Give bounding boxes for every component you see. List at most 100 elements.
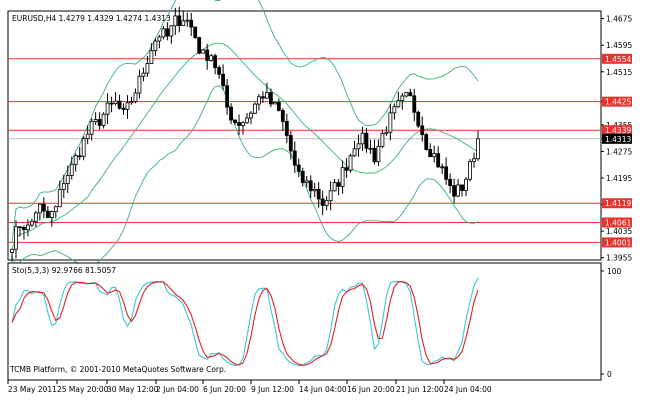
candle-body-up: [352, 148, 357, 157]
candle-body-up: [476, 138, 480, 160]
middle-band-line: [11, 42, 479, 250]
current-price-badge: [602, 133, 632, 144]
candle-body-down: [284, 121, 289, 136]
candle-body-down: [436, 153, 441, 168]
candle-body-up: [185, 19, 190, 22]
level-badge-label: 1.4119: [605, 199, 631, 208]
candle-body-up: [113, 100, 118, 104]
candle-body-down: [440, 166, 445, 169]
candle-body-up: [89, 121, 94, 135]
candle-body-down: [296, 164, 301, 172]
candle-body-down: [229, 106, 233, 121]
candle-body-up: [384, 131, 389, 134]
candle-body-up: [53, 206, 58, 213]
stochastic-pane[interactable]: 100 0 Sto(5,3,3) 92.9766 81.5057 TCMB Pla…: [7, 262, 622, 381]
chart-title: EURUSD,H4 1.4279 1.4329 1.4274 1.4313: [12, 14, 171, 23]
level-badge-label: 1.4061: [605, 218, 631, 227]
time-tick-label: 30 May 12:00: [107, 385, 159, 394]
candle-body-up: [324, 200, 329, 206]
horizontal-levels: [8, 58, 601, 243]
candle-body-up: [468, 161, 472, 180]
candle-body-down: [217, 67, 222, 75]
candle-body-down: [460, 184, 464, 191]
oscillator-title: Sto(5,3,3) 92.9766 81.5057: [12, 266, 116, 275]
candle-body-up: [400, 95, 405, 101]
candle-body-down: [444, 166, 449, 180]
candle-body-up: [161, 28, 166, 38]
candle-body-up: [304, 180, 309, 183]
candle-body-up: [245, 117, 249, 124]
price-tick-label: 1.4035: [606, 227, 632, 236]
level-badge: [602, 96, 632, 107]
candle-body-up: [253, 103, 257, 114]
candle-body-up: [340, 167, 345, 187]
price-tick-label: 1.3955: [606, 254, 632, 263]
candle-body-up: [129, 101, 134, 104]
level-badge-label: 1.4001: [605, 238, 631, 247]
candle-body-up: [85, 133, 90, 140]
price-axis: 1.46751.45951.45151.44251.43551.42751.41…: [601, 15, 632, 263]
candle-body-up: [81, 138, 86, 157]
candle-body-down: [320, 198, 325, 206]
candle-body-up: [137, 75, 142, 94]
candle-body-up: [392, 106, 397, 114]
candle-body-up: [272, 102, 277, 105]
candle-body-down: [336, 182, 341, 187]
time-tick-label: 9 Jun 12:00: [251, 385, 294, 394]
candle-body-up: [33, 212, 38, 222]
candle-body-down: [193, 26, 198, 38]
time-tick-label: 25 May 20:00: [57, 385, 109, 394]
candle-body-up: [328, 190, 333, 202]
candle-body-up: [157, 36, 162, 42]
candle-body-down: [213, 55, 218, 68]
candle-body-down: [416, 111, 421, 127]
time-tick-label: 14 Jun 04:00: [299, 385, 347, 394]
price-tick-label: 1.4275: [606, 147, 632, 156]
candle-body-up: [173, 15, 178, 27]
time-tick-label: 24 Jun 04:00: [444, 385, 492, 394]
candle-body-down: [300, 170, 305, 183]
candle-body-up: [181, 20, 186, 27]
stochastic-lines: [11, 277, 479, 367]
candle-body-up: [169, 25, 174, 37]
candle-body-up: [356, 143, 361, 150]
candle-body-up: [10, 248, 14, 253]
price-tick-label: 1.4195: [606, 174, 632, 183]
candle-body-down: [268, 92, 273, 105]
time-tick-label: 23 May 2011: [8, 385, 57, 394]
candle-body-up: [388, 112, 393, 133]
oscillator-tick-label: 0: [607, 370, 612, 379]
candle-body-up: [26, 224, 30, 231]
candle-body-up: [396, 100, 401, 108]
level-badge-label: 1.4425: [605, 98, 631, 107]
price-pane[interactable]: 1.46751.45951.45151.44251.43551.42751.41…: [7, 0, 632, 269]
candle-body-up: [464, 178, 468, 191]
candle-body-up: [37, 203, 42, 214]
candle-body-down: [424, 134, 429, 150]
candle-body-down: [165, 28, 170, 37]
candle-body-down: [308, 180, 313, 192]
candle-body-down: [276, 102, 281, 111]
candle-body-down: [412, 95, 417, 113]
candle-body-up: [73, 155, 78, 165]
candle-body-up: [69, 163, 74, 176]
candle-body-up: [133, 92, 138, 103]
candle-body-up: [49, 211, 54, 218]
candle-body-down: [316, 188, 321, 200]
level-badge: [602, 237, 632, 248]
oscillator-tick-label: 100: [607, 267, 622, 276]
candle-body-down: [45, 210, 50, 218]
candle-body-down: [452, 185, 457, 197]
time-tick-label: 16 Jun 20:00: [347, 385, 395, 394]
candle-body-up: [61, 183, 66, 190]
candle-body-down: [233, 119, 237, 123]
candle-body-up: [348, 155, 353, 171]
candle-body-down: [364, 132, 369, 149]
candle-body-down: [189, 19, 194, 28]
level-badge-label: 1.4339: [605, 126, 631, 135]
candle-body-up: [201, 49, 206, 54]
candle-body-down: [225, 85, 229, 108]
candle-body-down: [121, 107, 126, 110]
